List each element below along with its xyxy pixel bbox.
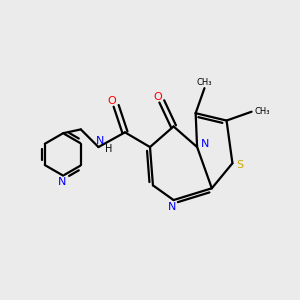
Text: O: O	[107, 96, 116, 106]
Text: H: H	[104, 143, 112, 154]
Text: CH₃: CH₃	[254, 107, 270, 116]
Text: CH₃: CH₃	[197, 78, 212, 87]
Text: S: S	[236, 160, 243, 170]
Text: N: N	[168, 202, 176, 212]
Text: N: N	[58, 177, 66, 187]
Text: N: N	[201, 139, 209, 149]
Text: O: O	[153, 92, 162, 102]
Text: N: N	[95, 136, 104, 146]
